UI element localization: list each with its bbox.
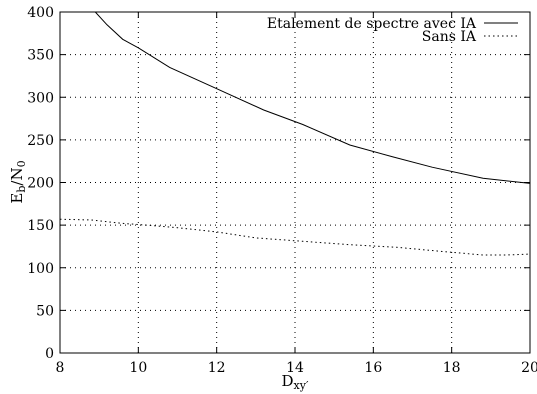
y-tick-label: 300 (27, 90, 54, 106)
y-tick-label: 250 (27, 133, 54, 149)
axis-ticks (59, 11, 531, 354)
x-tick-label: 14 (286, 360, 304, 376)
series-line-1 (94, 12, 530, 184)
legend-label-series-2: Sans IA (422, 29, 477, 45)
series-layer (60, 12, 530, 256)
x-tick-labels: 8 10 12 14 16 18 20 (56, 360, 537, 376)
x-tick-label: 16 (364, 360, 382, 376)
x-tick-label: 12 (208, 360, 226, 376)
y-axis-label: Eb/N0 (8, 160, 28, 203)
y-tick-label: 150 (27, 218, 54, 234)
y-tick-label: 350 (27, 48, 54, 64)
legend: Etalement de spectre avec IA Sans IA (267, 16, 518, 45)
y-tick-label: 50 (36, 303, 54, 319)
x-tick-label: 8 (56, 360, 65, 376)
y-tick-label: 0 (45, 346, 54, 362)
legend-label-series-1: Etalement de spectre avec IA (267, 16, 477, 32)
y-tick-label: 200 (27, 176, 54, 192)
x-tick-label: 10 (129, 360, 147, 376)
y-tick-label: 400 (27, 5, 54, 21)
y-tick-labels: 0 50 100 150 200 250 300 350 400 (27, 5, 54, 362)
grid-lines (60, 12, 530, 353)
y-tick-label: 100 (27, 261, 54, 277)
x-tick-label: 20 (521, 360, 537, 376)
x-tick-label: 18 (443, 360, 461, 376)
